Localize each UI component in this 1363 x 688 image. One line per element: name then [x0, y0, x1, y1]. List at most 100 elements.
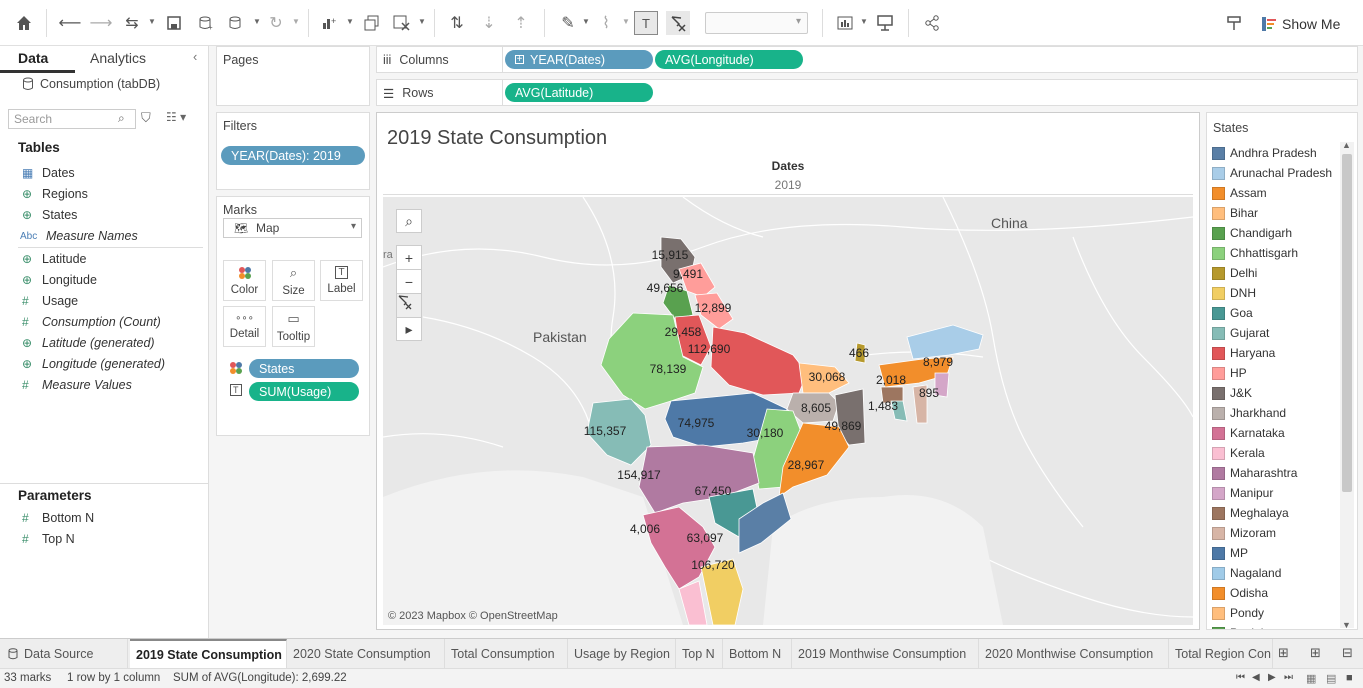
legend-item[interactable]: Kerala: [1212, 444, 1265, 462]
sheet-tab[interactable]: Top N: [676, 639, 723, 668]
sheet-tab[interactable]: 2020 State Consumption: [287, 639, 445, 668]
scroll-up-icon[interactable]: ▲: [1342, 140, 1351, 150]
nav-next-icon[interactable]: ▶: [1268, 672, 1276, 683]
scroll-down-icon[interactable]: ▼: [1342, 620, 1351, 630]
chevron-down-icon[interactable]: ▼: [418, 17, 426, 26]
presentation-icon[interactable]: [873, 11, 897, 35]
legend-item[interactable]: Odisha: [1212, 584, 1268, 602]
legend-item[interactable]: Pondy: [1212, 604, 1264, 622]
usage-pill[interactable]: SUM(Usage): [249, 382, 359, 401]
legend-item[interactable]: Assam: [1212, 184, 1267, 202]
new-worksheet-icon[interactable]: ⊞: [1278, 645, 1289, 660]
search-input[interactable]: Search: [8, 109, 136, 129]
tab-analytics[interactable]: Analytics: [90, 50, 147, 66]
parameter-item[interactable]: # Top N: [22, 530, 75, 548]
redo-icon[interactable]: ⟶: [89, 15, 113, 32]
swap-icon[interactable]: ⇅: [450, 15, 464, 32]
legend-item[interactable]: Delhi: [1212, 264, 1257, 282]
filmstrip-view-icon[interactable]: ■: [1346, 672, 1353, 684]
label-toggle-icon[interactable]: T: [634, 11, 658, 35]
pause-updates-icon[interactable]: [224, 11, 248, 35]
year-dates-pill[interactable]: + YEAR(Dates): [505, 50, 653, 69]
legend-item[interactable]: Meghalaya: [1212, 504, 1289, 522]
collapse-pane-icon[interactable]: ‹: [193, 49, 198, 64]
filters-shelf[interactable]: Filters YEAR(Dates): 2019: [216, 112, 370, 190]
sort-asc-icon[interactable]: ⇣: [482, 15, 496, 32]
sheet-tab[interactable]: 2019 Monthwise Consumption: [792, 639, 979, 668]
field-item[interactable]: # Consumption (Count): [22, 313, 161, 331]
detail-button[interactable]: ∘∘∘ Detail: [223, 306, 266, 347]
clear-sheet-icon[interactable]: [390, 11, 414, 35]
chevron-down-icon[interactable]: ▼: [582, 17, 590, 26]
avg-latitude-pill[interactable]: AVG(Latitude): [505, 83, 653, 102]
legend-item[interactable]: Haryana: [1212, 344, 1275, 362]
legend-item[interactable]: Gujarat: [1212, 324, 1269, 342]
filter-icon[interactable]: ⛉: [141, 110, 151, 125]
list-view-icon[interactable]: ▤: [1326, 673, 1337, 685]
group-icon[interactable]: ⌇: [602, 15, 610, 32]
label-button[interactable]: T Label: [320, 260, 363, 301]
nav-prev-icon[interactable]: ◀: [1252, 672, 1260, 683]
fit-dropdown[interactable]: [705, 12, 808, 34]
field-item[interactable]: # Usage: [22, 292, 78, 310]
chevron-down-icon[interactable]: ▼: [860, 17, 868, 26]
chevron-down-icon[interactable]: ▼: [148, 17, 156, 26]
legend-item[interactable]: Arunachal Pradesh: [1212, 164, 1332, 182]
legend-item[interactable]: Chandigarh: [1212, 224, 1292, 242]
save-icon[interactable]: [162, 11, 186, 35]
field-item[interactable]: # Measure Values: [22, 376, 132, 394]
expand-toolbar-icon[interactable]: ▸: [396, 317, 422, 341]
new-worksheet-icon[interactable]: +: [318, 11, 342, 35]
new-datasource-icon[interactable]: +: [194, 11, 218, 35]
column-header-value[interactable]: 2019: [774, 178, 802, 192]
sheet-tab[interactable]: Total Region Con: [1169, 639, 1273, 668]
legend-item[interactable]: Mizoram: [1212, 524, 1276, 542]
pin-icon[interactable]: [1222, 11, 1246, 35]
zoom-out-icon[interactable]: −: [396, 269, 422, 293]
refresh-icon[interactable]: ↻: [269, 15, 283, 32]
undo-icon[interactable]: ⟵: [58, 15, 82, 32]
new-story-icon[interactable]: ⊟: [1342, 645, 1353, 660]
size-button[interactable]: ⌕ Size: [272, 260, 315, 301]
chevron-down-icon[interactable]: ▼: [292, 17, 300, 26]
zoom-in-icon[interactable]: +: [396, 245, 422, 269]
chevron-down-icon[interactable]: ▼: [622, 17, 630, 26]
field-item[interactable]: ▦ Dates: [22, 164, 75, 182]
search-icon[interactable]: ⌕: [118, 111, 125, 125]
legend-item[interactable]: Chhattisgarh: [1212, 244, 1298, 262]
sheet-tab[interactable]: Bottom N: [723, 639, 792, 668]
map[interactable]: Pakistan China ra 15,915 9,491 49,656 12,89…: [383, 197, 1193, 625]
show-me-button[interactable]: Show Me: [1262, 14, 1340, 34]
chevron-down-icon[interactable]: ▼: [346, 17, 354, 26]
fix-axes-icon[interactable]: [666, 11, 690, 35]
legend-item[interactable]: Bihar: [1212, 204, 1258, 222]
sheet-tab[interactable]: Total Consumption: [445, 639, 568, 668]
field-item[interactable]: ⊕ Longitude (generated): [22, 355, 165, 373]
sheet-tab[interactable]: 2020 Monthwise Consumption: [979, 639, 1169, 668]
legend-item[interactable]: Andhra Pradesh: [1212, 144, 1317, 162]
scrollbar-thumb[interactable]: [1342, 154, 1352, 492]
replay-icon[interactable]: ⇆: [125, 15, 139, 32]
map-search-icon[interactable]: ⌕: [396, 209, 422, 233]
tab-data[interactable]: Data: [18, 50, 49, 66]
sort-desc-icon[interactable]: ⇡: [514, 15, 528, 32]
grid-view-icon[interactable]: ▦: [1306, 673, 1317, 685]
legend-item[interactable]: J&K: [1212, 384, 1252, 402]
pan-select-icon[interactable]: [396, 293, 422, 317]
tooltip-button[interactable]: ▭ Tooltip: [272, 306, 315, 347]
legend-item[interactable]: Maharashtra: [1212, 464, 1297, 482]
highlight-icon[interactable]: ✎: [561, 15, 575, 32]
view-cards-icon[interactable]: [834, 11, 858, 35]
states-pill[interactable]: States: [249, 359, 359, 378]
field-item[interactable]: ⊕ Latitude (generated): [22, 334, 155, 352]
legend-item[interactable]: Goa: [1212, 304, 1253, 322]
field-item[interactable]: ⊕ Regions: [22, 185, 88, 203]
field-item[interactable]: ⊕ States: [22, 206, 77, 224]
new-dashboard-icon[interactable]: ⊞: [1310, 645, 1321, 660]
legend-item[interactable]: MP: [1212, 544, 1248, 562]
field-item[interactable]: Abc Measure Names: [20, 227, 138, 245]
legend-item[interactable]: Karnataka: [1212, 424, 1285, 442]
home-icon[interactable]: [12, 11, 36, 35]
view-options-icon[interactable]: ☷ ▾: [166, 110, 187, 124]
sheet-tab[interactable]: 2019 State Consumption: [130, 639, 287, 668]
